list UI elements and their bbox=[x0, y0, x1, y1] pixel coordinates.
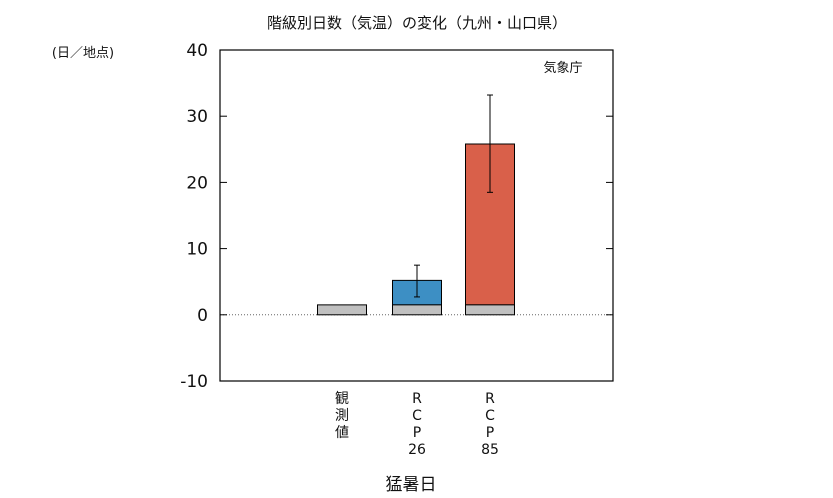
chart-title: 階級別日数（気温）の変化（九州・山口県） bbox=[267, 14, 567, 32]
y-tick-label: 0 bbox=[197, 306, 208, 326]
x-category-label: C bbox=[485, 408, 495, 424]
x-category-label: 85 bbox=[481, 442, 499, 458]
plot-frame bbox=[219, 49, 614, 382]
bar-baseline bbox=[465, 304, 515, 316]
y-tick-label: 10 bbox=[186, 240, 208, 260]
y-tick-label: 40 bbox=[186, 41, 208, 61]
x-category-label: 26 bbox=[408, 442, 426, 458]
x-axis-label: 猛暑日 bbox=[386, 475, 437, 495]
x-category-label: P bbox=[486, 425, 494, 441]
y-tick-label: 20 bbox=[186, 173, 208, 193]
x-category-label: C bbox=[412, 408, 422, 424]
y-tick-label: 30 bbox=[186, 107, 208, 127]
source-label: 気象庁 bbox=[543, 60, 582, 76]
bar-baseline bbox=[317, 304, 367, 316]
x-category-label: 測 bbox=[335, 408, 349, 424]
bar-baseline bbox=[392, 304, 442, 316]
y-axis-unit-label: (日／地点) bbox=[52, 46, 114, 61]
x-category-label: R bbox=[412, 391, 422, 407]
y-tick-label: -10 bbox=[180, 372, 208, 392]
x-category-label: P bbox=[413, 425, 421, 441]
x-category-label: 値 bbox=[335, 425, 349, 441]
x-category-label: R bbox=[485, 391, 495, 407]
x-category-label: 観 bbox=[335, 390, 349, 407]
